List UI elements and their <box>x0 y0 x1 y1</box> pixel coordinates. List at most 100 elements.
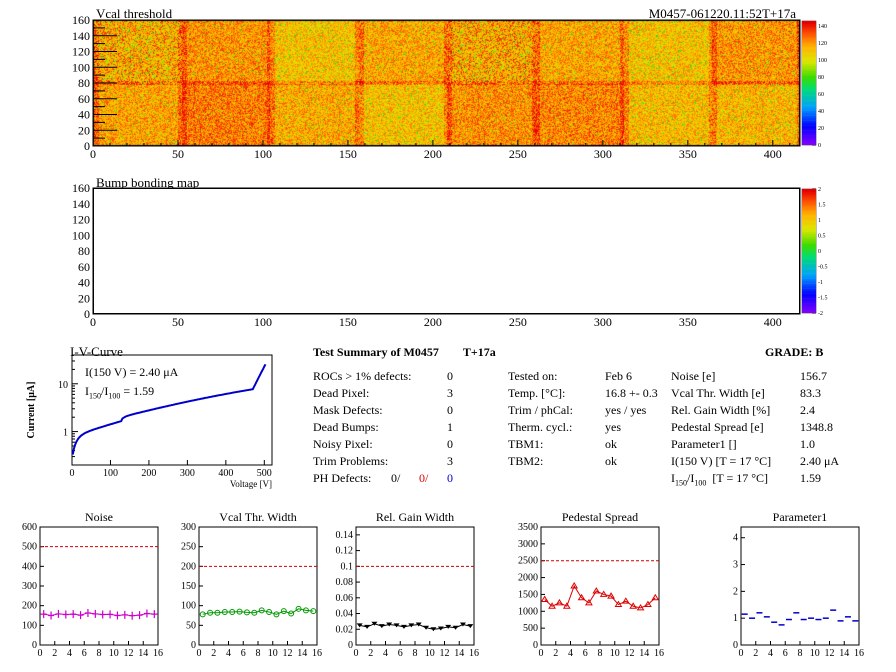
test-label-0: Tested on: <box>508 369 558 383</box>
bump-scale-label-6: 1 <box>818 218 821 224</box>
iv-xlabel: Voltage [V] <box>230 479 272 489</box>
plot-2-ytick-4: 0.08 <box>336 577 354 588</box>
plot-3-point-3 <box>562 602 571 609</box>
param-label-0: Noise [e] <box>671 369 716 383</box>
bump-ytick-label-1: 20 <box>78 291 90 305</box>
plot-3-point-2 <box>555 598 564 606</box>
plot-0-point-6 <box>84 608 91 617</box>
bump-xtick-label-0: 0 <box>90 315 96 329</box>
plot-3-point-9 <box>607 592 615 599</box>
plot-1-xtick-0: 0 <box>197 648 202 659</box>
test-value-2: yes / yes <box>605 403 647 417</box>
defect-value-2: 0 <box>447 403 453 417</box>
vcal-threshold-map <box>93 20 800 146</box>
param-label-4: Parameter1 [] <box>671 437 737 451</box>
plot-0-ytick-4: 400 <box>22 561 37 572</box>
iv-curve <box>71 363 267 455</box>
plot-1-point-2 <box>214 609 221 616</box>
bump-ytick-label-4: 80 <box>78 244 90 258</box>
plot-0-ytick-5: 500 <box>22 542 37 553</box>
plot-0-ytick-2: 200 <box>22 601 37 612</box>
bump-ytick-label-7: 140 <box>72 197 90 211</box>
plot-0-point-8 <box>99 610 106 619</box>
iv-xtick-3: 300 <box>180 468 195 479</box>
bump-xtick-label-4: 200 <box>424 315 442 329</box>
vcal-scale-label-0: 0 <box>818 143 821 149</box>
plot-3-xtick-7: 14 <box>639 648 649 659</box>
plot-1-point-7 <box>251 609 258 616</box>
vcal-scale-label-2: 40 <box>818 109 824 115</box>
vcal-map-frame <box>92 19 801 147</box>
plot-1-xtick-3: 6 <box>241 648 246 659</box>
bump-scale-label-4: 0 <box>818 249 821 255</box>
bump-ytick-label-0: 0 <box>84 307 90 321</box>
bump-scale-label-7: 1.5 <box>818 203 826 209</box>
vcal-scale-label-7: 140 <box>818 24 827 30</box>
plot-4-xtick-8: 16 <box>854 648 864 659</box>
plot-2-point-8 <box>415 622 422 627</box>
plot-2-ytick-3: 0.06 <box>336 593 354 604</box>
plot-0-xtick-0: 0 <box>38 648 43 659</box>
plot-3-ytick-2: 1000 <box>518 606 538 617</box>
plot-2-point-15 <box>467 624 474 629</box>
plot-1-xtick-8: 16 <box>312 648 322 659</box>
plot-4-ytick-4: 4 <box>733 533 738 544</box>
vcal-xtick-label-0: 0 <box>90 147 96 161</box>
plot-2-xtick-4: 8 <box>413 648 418 659</box>
test-label-5: TBM2: <box>508 454 544 468</box>
vcal-ytick-label-2: 40 <box>78 108 90 122</box>
ph-defects-value-3: 0 <box>447 471 453 485</box>
plot-3-ytick-6: 3000 <box>518 539 538 550</box>
plot-3-ytick-1: 500 <box>523 623 538 634</box>
defect-label-1: Dead Pixel: <box>313 386 370 400</box>
plot-0-point-15 <box>151 610 158 619</box>
plot-4-xtick-2: 4 <box>768 648 773 659</box>
bump-ytick-label-6: 120 <box>72 213 90 227</box>
param-ratio-value: 1.59 <box>800 471 821 485</box>
bump-xtick-label-3: 150 <box>339 315 357 329</box>
bump-map-title: Bump bonding map <box>96 175 200 190</box>
vcal-ytick-label-3: 60 <box>78 92 90 106</box>
bump-ytick-label-3: 60 <box>78 260 90 274</box>
plot-0-point-14 <box>143 609 150 618</box>
vcal-scale-label-4: 80 <box>818 75 824 81</box>
param-value-4: 1.0 <box>800 437 815 451</box>
plot-1-point-15 <box>310 608 317 615</box>
plot-title-3: Pedestal Spread <box>562 510 638 524</box>
test-value-3: yes <box>605 420 621 434</box>
plot-0-point-0 <box>40 610 47 619</box>
bump-scale-label-5: 0.5 <box>818 234 826 240</box>
iv-ytick-0: 1 <box>63 428 68 439</box>
plot-2-point-13 <box>452 625 459 630</box>
plot-3-point-1 <box>548 602 556 609</box>
grade-label: GRADE: B <box>765 345 824 359</box>
vcal-xtick-label-1: 50 <box>172 147 184 161</box>
bump-xtick-label-2: 100 <box>254 315 272 329</box>
plot-1-xtick-7: 14 <box>297 648 307 659</box>
plot-3-point-14 <box>644 600 652 608</box>
plot-0-xtick-7: 14 <box>138 648 148 659</box>
bump-scale-label-0: -2 <box>818 311 823 317</box>
plot-2-point-4 <box>386 622 393 627</box>
param-value-2: 2.4 <box>800 403 815 417</box>
plot-3-point-15 <box>651 593 660 601</box>
defect-value-3: 1 <box>447 420 453 434</box>
plot-0-point-13 <box>136 611 143 620</box>
test-label-1: Temp. [°C]: <box>508 386 566 400</box>
plot-1-point-11 <box>280 608 287 615</box>
vcal-xtick-label-5: 250 <box>509 147 527 161</box>
param-label-2: Rel. Gain Width [%] <box>671 403 771 417</box>
iv-xtick-5: 500 <box>257 468 272 479</box>
plot-3-point-8 <box>599 590 608 597</box>
plot-2-ytick-1: 0.02 <box>336 624 354 635</box>
plot-4-ytick-1: 1 <box>733 613 738 624</box>
vcal-ytick-label-0: 0 <box>84 139 90 153</box>
plot-0-point-5 <box>77 611 84 620</box>
plot-3-xtick-2: 4 <box>568 648 573 659</box>
bump-ytick-label-2: 40 <box>78 276 90 290</box>
test-value-1: 16.8 +- 0.3 <box>605 386 658 400</box>
plot-1-series-line <box>202 608 314 615</box>
plot-3-ytick-5: 2500 <box>518 556 538 567</box>
plot-0-xtick-4: 8 <box>97 648 102 659</box>
